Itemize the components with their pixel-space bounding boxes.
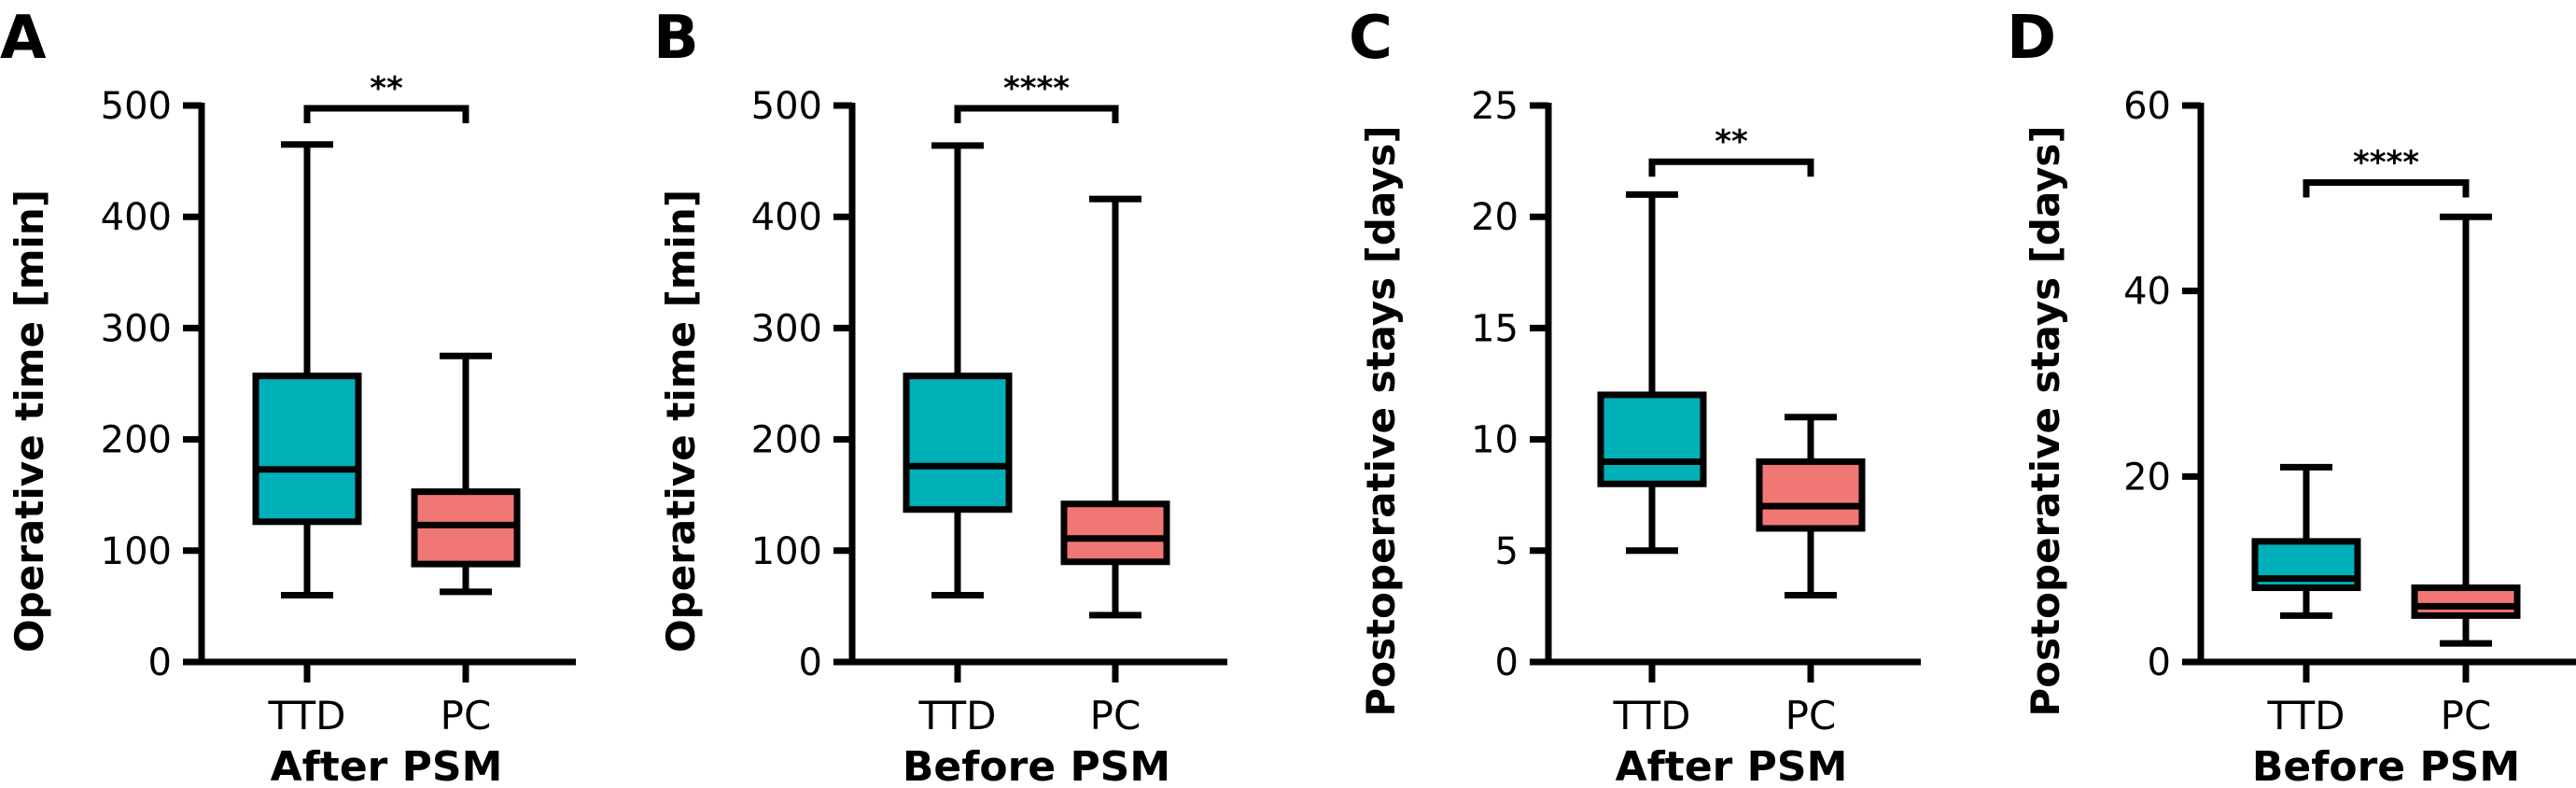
- y-tick-label-c: 25: [1471, 85, 1519, 128]
- y-tick-label-d: 20: [2123, 456, 2171, 499]
- significance-bracket-c: [1648, 158, 1814, 177]
- x-tick-label-b: PC: [1090, 693, 1141, 739]
- y-tick-label-b: 400: [751, 196, 822, 239]
- box-b-pc: [1060, 500, 1170, 566]
- y-tick-label-d: 40: [2123, 271, 2171, 314]
- x-tick-label-c: TTD: [1613, 693, 1691, 739]
- y-tick-label-d: 60: [2123, 85, 2171, 128]
- x-axis-label-c: After PSM: [1616, 743, 1848, 788]
- y-tick-label-b: 200: [751, 419, 822, 462]
- y-tick-label-a: 100: [101, 530, 172, 573]
- box-d-pc: [2411, 584, 2521, 619]
- panel-letter-a: A: [0, 4, 47, 73]
- x-tick-label-b: TTD: [918, 693, 997, 739]
- y-axis-label-c: Postoperative stays [days]: [1358, 125, 1404, 716]
- significance-label-d: ****: [2353, 144, 2419, 181]
- x-tick-label-a: TTD: [268, 693, 346, 739]
- y-tick-label-b: 0: [799, 641, 822, 684]
- y-tick-label-a: 400: [101, 196, 172, 239]
- box-b-ttd: [903, 373, 1013, 514]
- y-tick-label-c: 0: [1495, 641, 1519, 684]
- y-tick-label-c: 20: [1471, 196, 1519, 239]
- x-tick-label-a: PC: [441, 693, 492, 739]
- y-tick-label-a: 200: [101, 419, 172, 462]
- x-axis-label-b: Before PSM: [903, 743, 1170, 788]
- y-tick-label-c: 10: [1471, 419, 1519, 462]
- y-axis-label-b: Operative time [min]: [658, 190, 704, 653]
- significance-bracket-b: [954, 105, 1119, 123]
- x-axis-label-d: Before PSM: [2252, 743, 2520, 788]
- y-tick-label-c: 5: [1495, 530, 1519, 573]
- x-tick-label-d: PC: [2441, 693, 2492, 739]
- significance-label-b: ****: [1003, 70, 1070, 107]
- panel-letter-b: B: [653, 4, 699, 73]
- box-a-ttd: [252, 373, 362, 526]
- box-c-pc: [1756, 457, 1866, 532]
- y-tick-label-a: 0: [148, 641, 172, 684]
- box-c-ttd: [1597, 391, 1707, 487]
- y-tick-label-c: 15: [1471, 307, 1519, 350]
- y-tick-label-b: 500: [751, 85, 822, 128]
- significance-bracket-d: [2303, 178, 2470, 198]
- y-tick-label-a: 300: [101, 307, 172, 350]
- y-tick-label-d: 0: [2148, 641, 2171, 684]
- panel-letter-c: C: [1349, 4, 1393, 73]
- y-tick-label-b: 100: [751, 530, 822, 573]
- significance-label-a: **: [370, 70, 403, 107]
- x-axis-label-a: After PSM: [271, 743, 503, 788]
- x-tick-label-c: PC: [1785, 693, 1837, 739]
- significance-bracket-a: [303, 105, 469, 123]
- panel-letter-d: D: [2007, 4, 2056, 73]
- y-tick-label-b: 300: [751, 307, 822, 350]
- x-tick-label-d: TTD: [2267, 693, 2345, 739]
- significance-label-c: **: [1715, 123, 1748, 161]
- y-axis-label-a: Operative time [min]: [7, 190, 52, 653]
- y-axis-label-d: Postoperative stays [days]: [2023, 125, 2068, 716]
- y-tick-label-a: 500: [101, 85, 172, 128]
